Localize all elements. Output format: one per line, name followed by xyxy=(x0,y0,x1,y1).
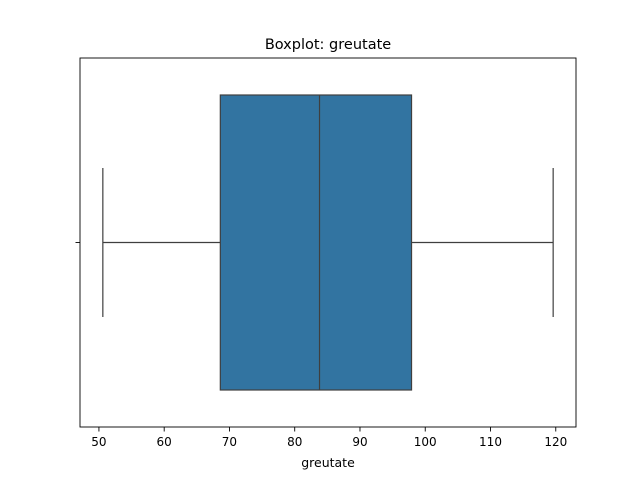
x-tick-label: 110 xyxy=(479,435,502,449)
x-tick-label: 50 xyxy=(91,435,106,449)
x-tick-label: 90 xyxy=(352,435,367,449)
chart-title: Boxplot: greutate xyxy=(265,37,391,53)
x-tick-label: 120 xyxy=(544,435,567,449)
x-axis-label: greutate xyxy=(301,455,355,470)
x-tick-label: 70 xyxy=(222,435,237,449)
x-tick-label: 60 xyxy=(157,435,172,449)
interquartile-box xyxy=(219,94,413,391)
x-tick-label: 100 xyxy=(414,435,437,449)
x-axis: 50 60 70 80 90 100 110 120 xyxy=(91,427,567,449)
x-tick-label: 80 xyxy=(287,435,302,449)
plot-area xyxy=(102,94,554,391)
